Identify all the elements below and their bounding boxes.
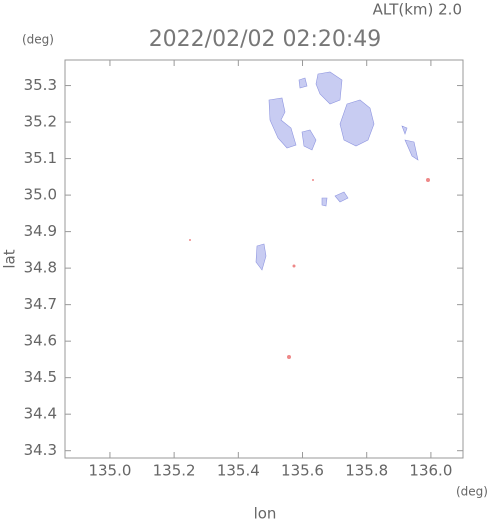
echo-dot (292, 264, 296, 268)
y-unit: (deg) (22, 33, 54, 47)
y-tick-label: 34.4 (24, 405, 57, 423)
echo (334, 191, 349, 203)
echo-dot (426, 178, 430, 182)
y-tick-label: 34.8 (24, 259, 57, 277)
x-tick-label: 135.8 (345, 462, 388, 480)
echo (401, 125, 408, 135)
x-tick-label: 135.4 (217, 462, 260, 480)
y-tick-label: 34.5 (24, 368, 57, 386)
y-tick-label: 35.1 (24, 149, 57, 167)
echo (315, 71, 343, 105)
radar-echoes (255, 71, 419, 271)
echo (321, 197, 328, 207)
y-tick-label: 34.9 (24, 222, 57, 240)
echo (298, 77, 308, 89)
echo (301, 129, 317, 151)
echo (404, 139, 419, 161)
echo-dot (189, 239, 191, 241)
x-tick-label: 135.2 (153, 462, 196, 480)
echo-dot (287, 355, 291, 359)
y-tick-label: 35.3 (24, 76, 57, 94)
echo (255, 243, 267, 271)
chart-title: 2022/02/02 02:20:49 (149, 27, 382, 52)
x-tick-label: 135.0 (88, 462, 131, 480)
y-tick-label: 34.3 (24, 441, 57, 459)
echo-dot (312, 179, 314, 181)
y-tick-label: 34.6 (24, 332, 57, 350)
reflectivity-dots (189, 178, 430, 359)
y-tick-label: 34.7 (24, 295, 57, 313)
echo (268, 97, 297, 149)
x-tick-label: 136.0 (409, 462, 452, 480)
plot-frame (64, 59, 464, 459)
x-tick-label: 135.6 (281, 462, 324, 480)
echo (339, 99, 375, 147)
x-axis-label: lon (254, 505, 277, 521)
altitude-label: ALT(km) 2.0 (373, 1, 462, 19)
y-axis-label: lat (1, 249, 19, 268)
y-tick-label: 35.2 (24, 113, 57, 131)
y-tick-label: 35.0 (24, 186, 57, 204)
x-unit: (deg) (456, 485, 488, 499)
